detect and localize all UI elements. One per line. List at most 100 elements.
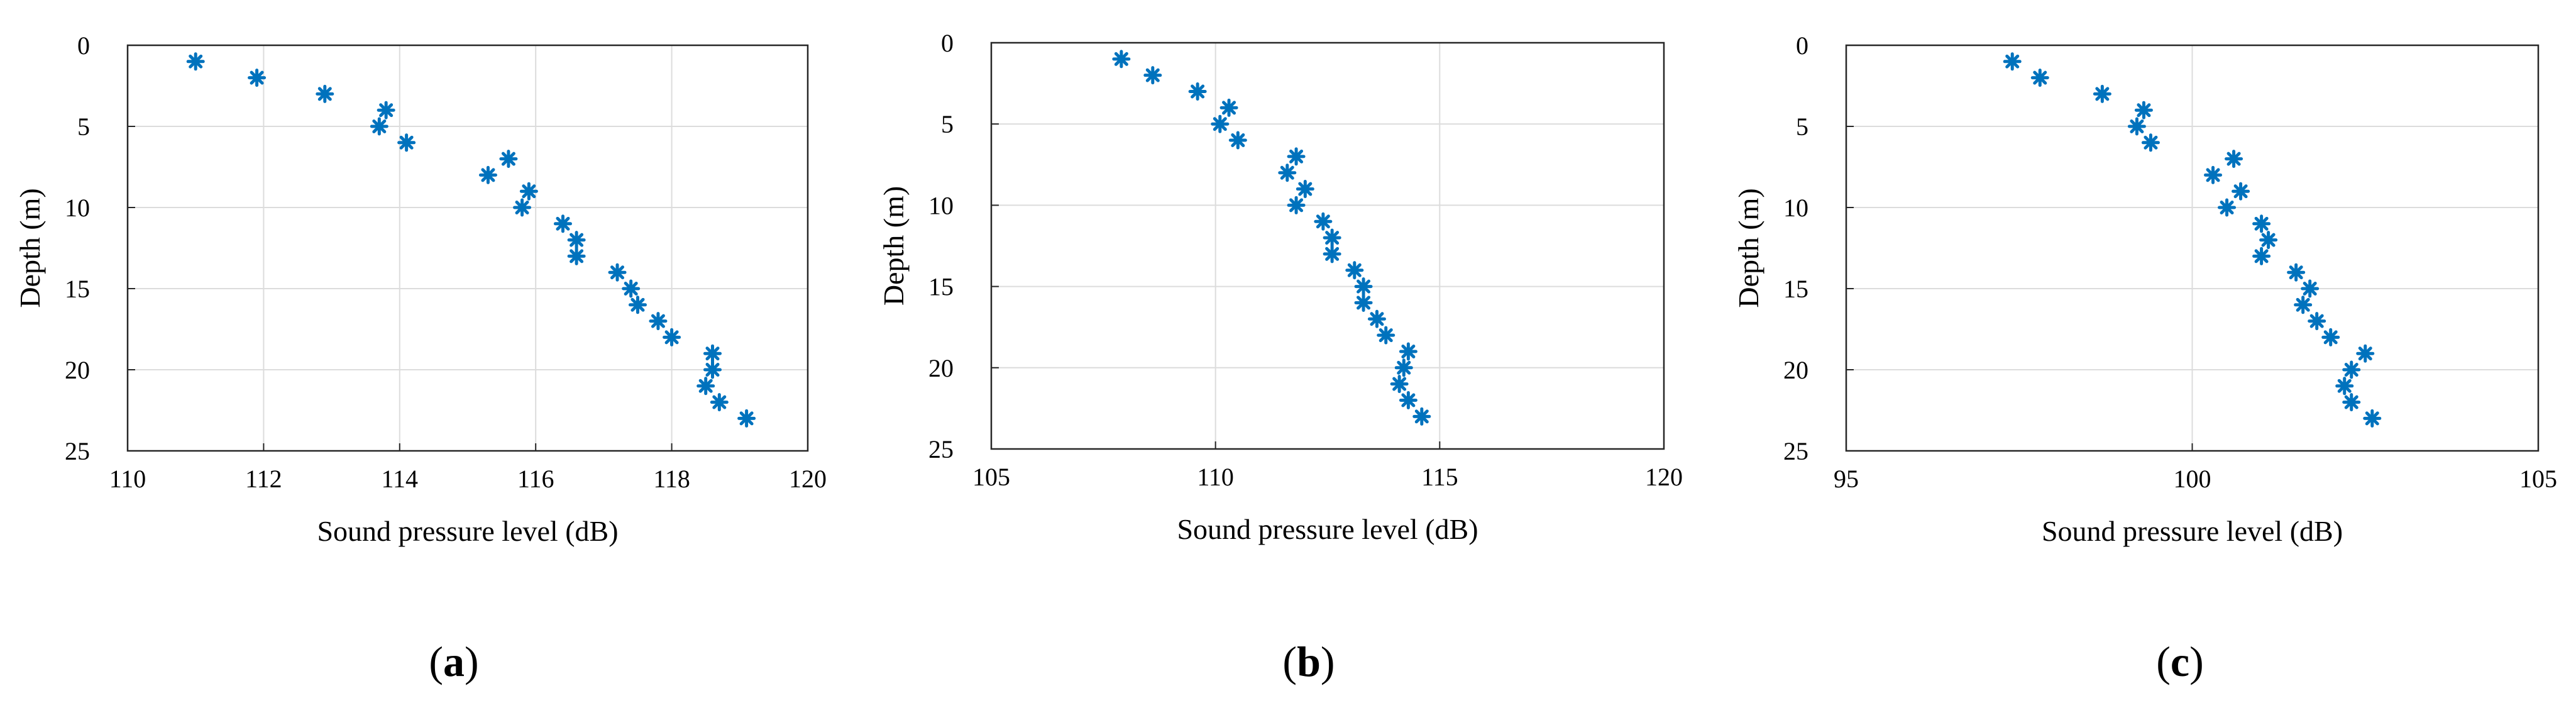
data-point bbox=[519, 182, 538, 201]
data-point bbox=[2321, 328, 2340, 346]
chart-panel-c: 95 100 105 0 5 10 15 20 25 Sound pressure level (… bbox=[1732, 31, 2557, 685]
data-point bbox=[2030, 69, 2049, 87]
y-tick-label: 25 bbox=[928, 435, 954, 463]
y-axis-label: Depth (m) bbox=[14, 188, 46, 307]
data-point bbox=[2093, 84, 2111, 103]
data-point bbox=[2308, 312, 2326, 331]
data-point bbox=[2003, 52, 2022, 71]
data-point bbox=[1390, 375, 1409, 394]
data-point bbox=[1345, 261, 1364, 280]
y-tick-label: 10 bbox=[928, 191, 954, 219]
y-tick-label: 15 bbox=[65, 275, 90, 303]
x-tick-label: 116 bbox=[517, 465, 554, 493]
data-point bbox=[663, 328, 681, 346]
data-point bbox=[2301, 279, 2320, 298]
data-point bbox=[1354, 293, 1373, 312]
data-point bbox=[649, 312, 668, 331]
data-point bbox=[2294, 296, 2313, 314]
y-tick-label: 20 bbox=[65, 356, 90, 384]
y-tick-label: 5 bbox=[1796, 113, 1808, 141]
data-point bbox=[1367, 309, 1386, 328]
y-tick-label: 0 bbox=[1796, 31, 1808, 60]
data-point bbox=[567, 246, 586, 265]
y-tick-label: 20 bbox=[928, 354, 954, 382]
data-point bbox=[513, 198, 532, 217]
data-point bbox=[1399, 342, 1417, 361]
y-tick-label: 0 bbox=[941, 29, 954, 57]
x-tick-label: 110 bbox=[1197, 463, 1234, 491]
data-point bbox=[622, 279, 641, 298]
x-tick-label: 118 bbox=[653, 465, 690, 493]
y-tick-label: 25 bbox=[65, 437, 90, 465]
data-point bbox=[1287, 196, 1306, 214]
panel-caption: (b) bbox=[1282, 638, 1335, 685]
x-tick-label: 115 bbox=[1421, 463, 1458, 491]
data-point bbox=[1278, 163, 1297, 182]
data-point bbox=[567, 231, 586, 250]
data-point bbox=[2141, 133, 2160, 152]
data-point bbox=[1412, 407, 1431, 426]
data-point bbox=[2204, 165, 2223, 184]
y-tick-label: 5 bbox=[77, 113, 90, 141]
data-point bbox=[2342, 360, 2361, 379]
data-point bbox=[2218, 198, 2237, 217]
data-point bbox=[1314, 212, 1333, 231]
data-point bbox=[2342, 393, 2361, 412]
data-point bbox=[478, 165, 497, 184]
y-tick-label: 10 bbox=[65, 194, 90, 222]
data-point bbox=[316, 84, 334, 103]
data-point bbox=[629, 296, 647, 314]
data-point bbox=[2259, 231, 2278, 250]
panel-caption: (a) bbox=[429, 638, 478, 685]
data-point bbox=[1188, 82, 1207, 101]
data-point bbox=[2225, 150, 2243, 169]
y-tick-label: 25 bbox=[1783, 437, 1808, 465]
data-point bbox=[1323, 228, 1341, 247]
x-tick-label: 105 bbox=[972, 463, 1010, 491]
data-point bbox=[2232, 182, 2250, 201]
data-point bbox=[696, 377, 715, 396]
data-point bbox=[703, 360, 722, 379]
data-point bbox=[1219, 98, 1238, 117]
x-tick-label: 120 bbox=[1645, 463, 1683, 491]
x-tick-label: 110 bbox=[109, 465, 146, 493]
data-point bbox=[1143, 66, 1162, 85]
y-tick-label: 20 bbox=[1783, 356, 1808, 384]
data-point bbox=[1377, 326, 1395, 345]
data-point bbox=[2252, 214, 2271, 233]
x-axis-label: Sound pressure level (dB) bbox=[1177, 513, 1478, 545]
data-point bbox=[1354, 277, 1373, 296]
chart-panel-b: 105 110 115 120 0 5 10 15 20 25 Sound pressure lev… bbox=[878, 29, 1683, 685]
panel-caption: (c) bbox=[2156, 638, 2204, 685]
data-point bbox=[2127, 117, 2146, 136]
data-point bbox=[248, 69, 267, 87]
data-point bbox=[2134, 101, 2153, 119]
data-point bbox=[2356, 344, 2375, 363]
y-tick-label: 10 bbox=[1783, 194, 1808, 222]
x-tick-label: 114 bbox=[382, 465, 419, 493]
plot-frame bbox=[126, 44, 809, 452]
data-point bbox=[1323, 245, 1341, 263]
data-point bbox=[186, 52, 205, 71]
data-point bbox=[499, 150, 518, 169]
data-point bbox=[1394, 358, 1413, 377]
plot-frame bbox=[990, 42, 1665, 450]
data-point bbox=[608, 263, 627, 282]
y-tick-label: 15 bbox=[1783, 275, 1808, 303]
chart-panel-a: 110 112 114 116 118 120 0 5 10 15 20 25 Sound pressu… bbox=[14, 31, 827, 685]
data-point bbox=[710, 393, 729, 412]
data-point bbox=[1211, 114, 1230, 133]
x-axis-label: Sound pressure level (dB) bbox=[317, 515, 618, 547]
data-point bbox=[737, 409, 756, 428]
x-tick-label: 112 bbox=[245, 465, 282, 493]
data-point bbox=[553, 214, 572, 233]
x-axis-label: Sound pressure level (dB) bbox=[2042, 515, 2343, 547]
data-point bbox=[1287, 147, 1306, 166]
x-tick-label: 105 bbox=[2519, 465, 2557, 493]
y-axis-label: Depth (m) bbox=[1732, 188, 1764, 307]
data-point bbox=[377, 101, 395, 119]
data-point bbox=[2335, 377, 2354, 396]
data-point bbox=[1399, 390, 1417, 409]
data-point bbox=[2287, 263, 2306, 282]
